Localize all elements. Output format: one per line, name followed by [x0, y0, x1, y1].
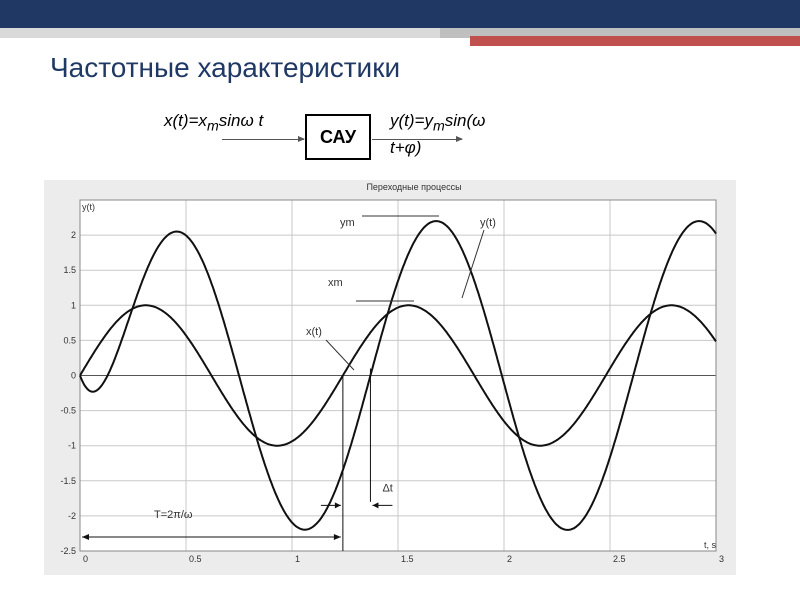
series-line-xt	[79, 304, 717, 447]
period-arrowhead-left	[82, 533, 89, 540]
page-title: Частотные характеристики	[50, 52, 401, 83]
xt-leader	[325, 339, 355, 371]
input-formula-sub: m	[206, 118, 219, 135]
delta-arrowhead-right	[372, 502, 379, 509]
y-axis-label: y(t)	[82, 202, 95, 212]
x-tick-label: 1.5	[401, 554, 414, 564]
header-accent-gray	[440, 28, 800, 38]
y-tick-label: -2	[68, 511, 76, 521]
output-formula-tail: sin(ω t+φ)	[390, 111, 486, 158]
chart-svg: Переходные процессы 0 0.5 1 1.5 2 2.5 3 2 1.5 1 0.…	[60, 182, 724, 564]
x-axis-label: t, s	[704, 540, 717, 550]
system-block-label: САУ	[319, 126, 357, 147]
y-tick-label: -1	[68, 441, 76, 451]
y-tick-label: 1	[71, 300, 76, 310]
header-stripe	[0, 28, 800, 38]
annotation-delta-t: Δt	[382, 482, 392, 494]
output-arrow	[372, 136, 463, 142]
yt-leader	[461, 229, 485, 299]
output-formula-sub: m	[432, 118, 445, 135]
delta-arrowhead-left	[334, 502, 341, 509]
input-formula-base: x(t)=x	[164, 111, 207, 130]
annotation-xt: x(t)	[306, 326, 322, 338]
output-formula: y(t)=ymsin(ω t+φ)	[390, 110, 520, 159]
system-block: САУ	[305, 114, 371, 160]
x-tick-label: 1	[295, 554, 300, 564]
series-line-yt	[79, 220, 717, 531]
chart-title: Переходные процессы	[366, 182, 461, 192]
x-tick-label: 2	[507, 554, 512, 564]
header-accent-red	[470, 36, 800, 46]
input-formula-tail: sinω t	[218, 111, 264, 130]
y-tick-label: 2	[71, 230, 76, 240]
x-tick-label: 2.5	[613, 554, 626, 564]
period-arrowhead-right	[333, 533, 341, 540]
output-formula-base: y(t)=y	[390, 111, 433, 130]
series-group	[79, 220, 717, 531]
y-tick-label: -1.5	[60, 476, 76, 486]
x-tick-label: 3	[719, 554, 724, 564]
grid	[79, 199, 717, 552]
annotation-period: T=2π/ω	[154, 509, 193, 521]
annotation-xm: xm	[328, 277, 343, 289]
annotation-ym: ym	[340, 217, 355, 229]
y-tick-label: 0.5	[63, 335, 76, 345]
input-arrow	[222, 136, 305, 142]
annotation-yt: y(t)	[480, 217, 496, 229]
chart-panel: Переходные процессы 0 0.5 1 1.5 2 2.5 3 2 1.5 1 0.…	[44, 180, 736, 575]
input-formula: x(t)=xmsinω t	[164, 110, 284, 137]
y-tick-label: 1.5	[63, 265, 76, 275]
x-tick-label: 0	[83, 554, 88, 564]
x-tick-label: 0.5	[189, 554, 202, 564]
y-tick-label: -2.5	[60, 546, 76, 556]
header-band	[0, 0, 800, 28]
tick-labels: 0 0.5 1 1.5 2 2.5 3 2 1.5 1 0.5 0 -0.5 -1 -1.5 -2 -2.5	[60, 230, 724, 564]
y-tick-label: 0	[71, 371, 76, 381]
y-tick-label: -0.5	[60, 406, 76, 416]
annotations: ym y(t) xm x(t) T=2π/ω Δt	[82, 215, 496, 551]
